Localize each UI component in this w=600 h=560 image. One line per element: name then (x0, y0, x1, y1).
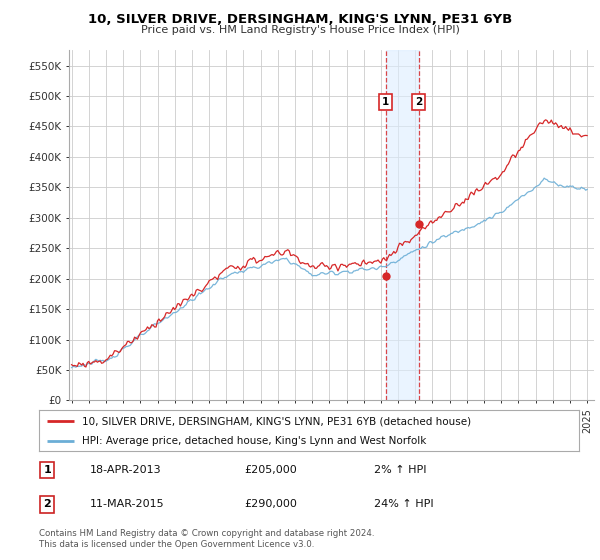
Text: 2: 2 (43, 500, 51, 510)
Text: 11-MAR-2015: 11-MAR-2015 (90, 500, 165, 510)
Text: 10, SILVER DRIVE, DERSINGHAM, KING'S LYNN, PE31 6YB (detached house): 10, SILVER DRIVE, DERSINGHAM, KING'S LYN… (82, 417, 472, 426)
Text: £205,000: £205,000 (244, 465, 297, 475)
Text: Contains HM Land Registry data © Crown copyright and database right 2024.
This d: Contains HM Land Registry data © Crown c… (39, 529, 374, 549)
Text: 2: 2 (415, 97, 422, 107)
Text: 24% ↑ HPI: 24% ↑ HPI (374, 500, 433, 510)
Text: 2% ↑ HPI: 2% ↑ HPI (374, 465, 426, 475)
Text: 1: 1 (382, 97, 389, 107)
Text: 18-APR-2013: 18-APR-2013 (90, 465, 162, 475)
Text: Price paid vs. HM Land Registry's House Price Index (HPI): Price paid vs. HM Land Registry's House … (140, 25, 460, 35)
Text: HPI: Average price, detached house, King's Lynn and West Norfolk: HPI: Average price, detached house, King… (82, 436, 427, 446)
Text: £290,000: £290,000 (244, 500, 297, 510)
Bar (386, 50, 419, 400)
Text: 10, SILVER DRIVE, DERSINGHAM, KING'S LYNN, PE31 6YB: 10, SILVER DRIVE, DERSINGHAM, KING'S LYN… (88, 13, 512, 26)
Text: 1: 1 (43, 465, 51, 475)
